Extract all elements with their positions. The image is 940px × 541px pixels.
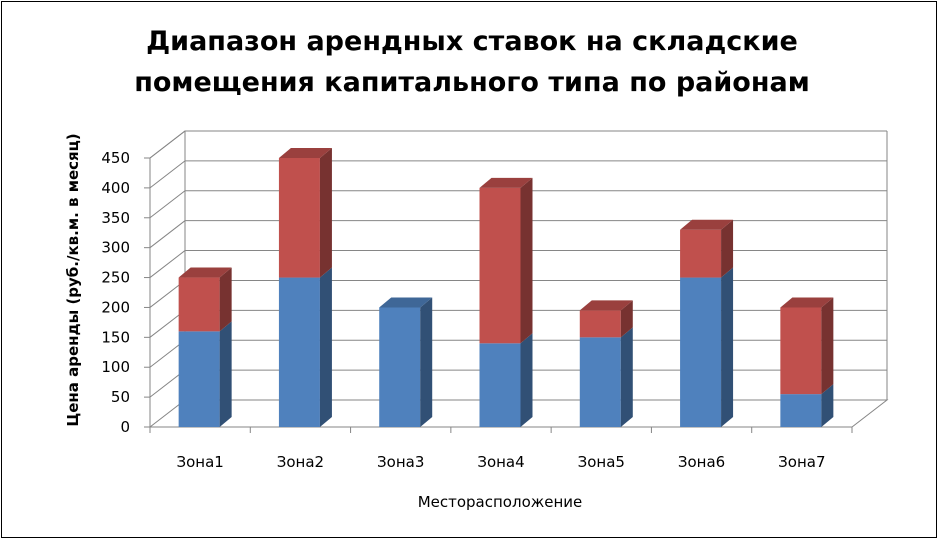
y-tick-label: 400 xyxy=(101,179,130,197)
y-axis-label: Цена аренды (руб./кв.м. в месяц) xyxy=(64,133,82,426)
y-tick-label: 0 xyxy=(120,418,130,436)
gridline xyxy=(149,220,887,249)
gridline xyxy=(149,250,887,278)
bar-front-face xyxy=(780,307,822,395)
y-tick-label: 300 xyxy=(101,239,130,257)
bar-side-face xyxy=(620,327,633,427)
bar-Зона7-series-2 xyxy=(780,297,834,395)
chart-title-line-2: помещения капитального типа по районам xyxy=(134,67,810,98)
y-tick-label: 350 xyxy=(101,209,130,227)
bar-side-face xyxy=(520,177,533,344)
bar-front-face xyxy=(479,343,521,427)
y-tick-label: 200 xyxy=(101,298,130,316)
y-tick-label: 250 xyxy=(101,269,130,287)
bar-Зона6-series-1 xyxy=(680,267,734,427)
bar-front-face xyxy=(579,310,621,338)
x-tick-label: Зона4 xyxy=(477,453,524,471)
bars xyxy=(178,148,834,427)
y-tick-label: 50 xyxy=(111,388,130,406)
bar-Зона7-series-1 xyxy=(780,384,834,427)
x-tick-label: Зона7 xyxy=(778,453,825,471)
bar-top-face xyxy=(780,297,834,308)
bar-front-face xyxy=(278,158,320,278)
bar-front-face xyxy=(680,277,722,427)
bar-side-face xyxy=(219,321,232,427)
bar-side-face xyxy=(319,148,332,278)
bar-front-face xyxy=(579,337,621,427)
bar-Зона1-series-2 xyxy=(178,267,232,332)
x-axis-label: Месторасположение xyxy=(418,493,583,511)
x-tick-label: Зона5 xyxy=(578,453,625,471)
bar-top-face xyxy=(379,297,433,308)
back-wall-top-edge xyxy=(149,130,887,159)
x-tick-label: Зона6 xyxy=(678,453,725,471)
bar-Зона2-series-2 xyxy=(278,148,332,278)
bar-Зона6-series-2 xyxy=(680,219,734,278)
bar-Зона3-series-1 xyxy=(379,297,433,427)
bar-front-face xyxy=(680,229,722,278)
y-tick-label: 150 xyxy=(101,328,130,346)
bar-front-face xyxy=(278,277,320,427)
gridline xyxy=(149,160,887,189)
bar-Зона4-series-1 xyxy=(479,333,533,427)
bar-top-face xyxy=(479,177,533,188)
x-tick-labels: Зона1 Зона2 Зона3 Зона4 Зона5 Зона6 Зона7 xyxy=(176,453,825,471)
bar-side-face xyxy=(821,297,834,395)
bar-Зона5-series-1 xyxy=(579,327,633,427)
bar-side-face xyxy=(721,219,734,278)
bar-top-face xyxy=(178,267,232,278)
x-tick-label: Зона3 xyxy=(377,453,424,471)
bar-side-face xyxy=(319,267,332,427)
bar-side-face xyxy=(721,267,734,427)
y-tick-label: 100 xyxy=(101,358,130,376)
bar-front-face xyxy=(479,187,521,344)
bar-front-face xyxy=(379,307,421,427)
chart-title-line-1: Диапазон арендных ставок на складские xyxy=(146,26,798,57)
bar-Зона2-series-1 xyxy=(278,267,332,427)
bar-front-face xyxy=(178,277,220,332)
bar-top-face xyxy=(680,219,734,230)
x-tick-label: Зона1 xyxy=(176,453,223,471)
y-tick-label: 450 xyxy=(101,149,130,167)
y-tick-labels: 0 50 100 150 200 250 300 350 400 450 xyxy=(101,149,130,436)
gridline xyxy=(149,130,887,159)
bar-Зона4-series-2 xyxy=(479,177,533,344)
bar-side-face xyxy=(219,267,232,332)
x-tick-label: Зона2 xyxy=(277,453,324,471)
bar-side-face xyxy=(821,384,834,427)
bar-Зона5-series-2 xyxy=(579,300,633,338)
bar-Зона1-series-1 xyxy=(178,321,232,427)
bar-side-face xyxy=(420,297,433,427)
bar-front-face xyxy=(780,394,822,427)
bar-front-face xyxy=(178,331,220,427)
bar-side-face xyxy=(520,333,533,427)
bar-side-face xyxy=(620,300,633,338)
bar-top-face xyxy=(278,148,332,158)
bar-top-face xyxy=(579,300,633,311)
gridline xyxy=(149,190,887,219)
